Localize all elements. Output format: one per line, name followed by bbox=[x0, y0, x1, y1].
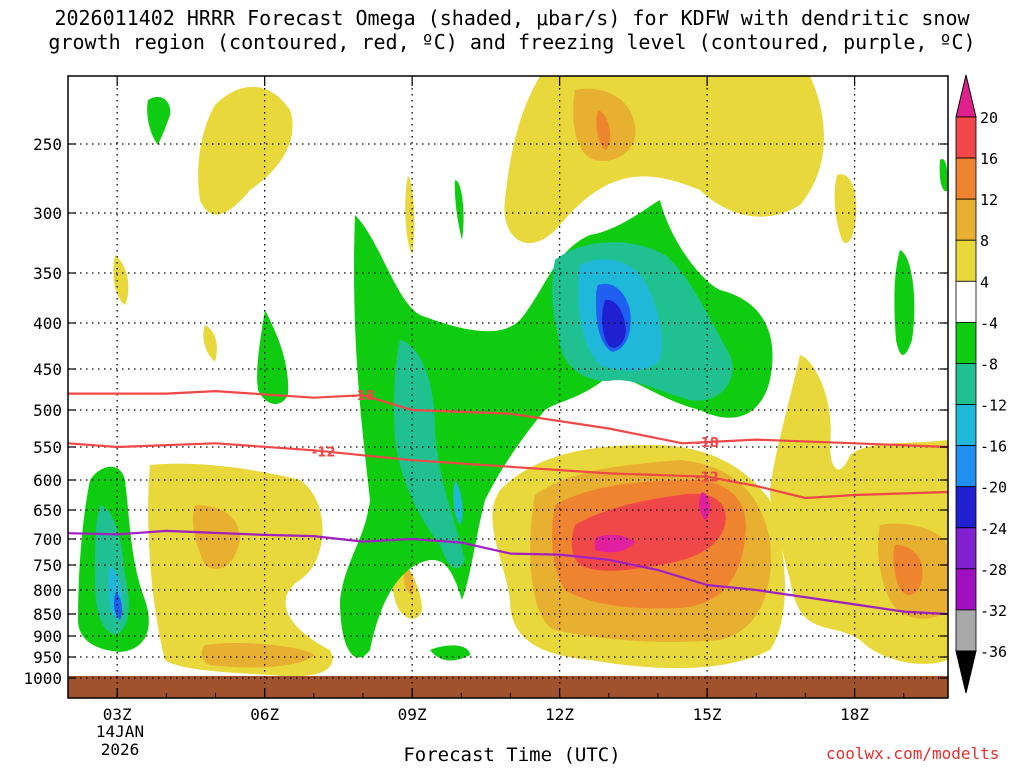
colorbar-segment bbox=[955, 321, 977, 364]
colorbar: 20 16 12 8 4 -4 -8 -12 -16 -20 -24 -28 -32 -36 bbox=[955, 74, 1007, 694]
colorbar-label: -4 bbox=[980, 314, 998, 332]
colorbar-label: -36 bbox=[980, 643, 1007, 661]
y-tick-label: 400 bbox=[33, 314, 62, 333]
x-date-line2: 2026 bbox=[100, 740, 140, 759]
x-tick-label: 12Z bbox=[545, 705, 574, 724]
y-tick-label: 350 bbox=[33, 264, 62, 283]
thin-green-top bbox=[454, 180, 464, 240]
small-yellow-right bbox=[834, 174, 857, 244]
colorbar-label: -16 bbox=[980, 438, 1007, 456]
far-right-green bbox=[939, 159, 948, 192]
y-tick-label: 650 bbox=[33, 501, 62, 520]
colorbar-label: 12 bbox=[980, 191, 998, 209]
y-axis: 250 300 350 400 450 500 550 600 650 700 750 800 850 9… bbox=[23, 135, 948, 688]
x-tick-label: 06Z bbox=[250, 705, 279, 724]
y-tick-label: 950 bbox=[33, 648, 62, 667]
colorbar-label: 20 bbox=[980, 109, 998, 127]
colorbar-label: -28 bbox=[980, 561, 1007, 579]
y-tick-label: 850 bbox=[33, 605, 62, 624]
y-tick-label: 300 bbox=[33, 204, 62, 223]
ground-surface bbox=[68, 676, 948, 698]
contour-line-2 bbox=[68, 529, 948, 616]
x-tick-label: 09Z bbox=[398, 705, 427, 724]
top-left-green bbox=[147, 96, 171, 145]
contours: -18 -18 -12 -12 bbox=[68, 389, 948, 616]
y-tick-label: 600 bbox=[33, 471, 62, 490]
colorbar-segment bbox=[955, 568, 977, 611]
left-blue bbox=[113, 592, 123, 620]
magenta-core-2 bbox=[699, 492, 710, 520]
colorbar-bottom-arrow bbox=[955, 650, 977, 694]
colorbar-segment bbox=[955, 404, 977, 447]
colorbar-label: 4 bbox=[980, 273, 989, 291]
central-teal bbox=[393, 340, 465, 569]
y-tick-label: 250 bbox=[33, 135, 62, 154]
y-tick-label: 500 bbox=[33, 401, 62, 420]
colorbar-segment bbox=[955, 486, 977, 529]
y-tick-label: 700 bbox=[33, 530, 62, 549]
grid bbox=[68, 76, 948, 698]
y-tick-label: 450 bbox=[33, 360, 62, 379]
plot-frame bbox=[67, 75, 949, 699]
contour-line-1 bbox=[68, 442, 948, 500]
colorbar-segment bbox=[955, 445, 977, 488]
y-tick-label: 1000 bbox=[23, 669, 62, 688]
chart-title-line2: growth region (contoured, red, ºC) and f… bbox=[48, 30, 976, 54]
upper-darkblue bbox=[602, 299, 626, 348]
right-green-tall bbox=[894, 250, 915, 355]
right-orange bbox=[893, 545, 923, 596]
x-tick-label: 18Z bbox=[840, 705, 869, 724]
contour-label: -18 bbox=[351, 389, 375, 404]
left-green-mid bbox=[257, 310, 289, 405]
colorbar-label: -32 bbox=[980, 602, 1007, 620]
x-tick-label: 03Z bbox=[103, 705, 132, 724]
colorbar-segment bbox=[955, 609, 977, 652]
x-date-line1: 14JAN bbox=[95, 722, 145, 741]
y-tick-label: 550 bbox=[33, 438, 62, 457]
thin-yellow bbox=[405, 175, 415, 255]
colorbar-segment bbox=[955, 527, 977, 570]
chart-title-line1: 2026011402 HRRR Forecast Omega (shaded, … bbox=[54, 6, 970, 30]
colorbar-label: 16 bbox=[980, 150, 998, 168]
y-tick-label: 750 bbox=[33, 556, 62, 575]
colorbar-label: -20 bbox=[980, 479, 1007, 497]
colorbar-segment bbox=[955, 157, 977, 200]
small-green-bottom bbox=[430, 645, 470, 661]
bottom-lightorange bbox=[201, 643, 315, 668]
colorbar-segment bbox=[955, 280, 977, 323]
left-lightorange bbox=[193, 505, 240, 569]
central-cyan bbox=[453, 480, 463, 525]
colorbar-top-arrow bbox=[955, 74, 977, 118]
colorbar-label: -12 bbox=[980, 397, 1007, 415]
y-tick-label: 900 bbox=[33, 627, 62, 646]
colorbar-segment bbox=[955, 198, 977, 241]
colorbar-label: -8 bbox=[980, 355, 998, 373]
magenta-core-1 bbox=[595, 534, 635, 553]
credit-text: coolwx.com/modelts bbox=[826, 744, 1000, 763]
colorbar-label: -24 bbox=[980, 520, 1007, 538]
tiny-yellow bbox=[113, 255, 129, 305]
colorbar-segment bbox=[955, 239, 977, 282]
tiny-lightorange bbox=[403, 565, 414, 595]
colorbar-segment bbox=[955, 116, 977, 159]
x-tick-label: 15Z bbox=[693, 705, 722, 724]
y-tick-label: 800 bbox=[33, 581, 62, 600]
x-axis: 03Z 06Z 09Z 12Z 15Z 18Z bbox=[67, 76, 905, 724]
contour-label: -18 bbox=[695, 436, 719, 451]
contour-label: -12 bbox=[695, 471, 719, 486]
contour-line-0 bbox=[68, 390, 948, 449]
colorbar-label: 8 bbox=[980, 232, 989, 250]
top-orange bbox=[596, 110, 611, 150]
contour-label: -12 bbox=[312, 445, 336, 460]
omega-shading bbox=[68, 76, 948, 698]
tiny-yellow-2 bbox=[203, 325, 217, 362]
colorbar-segment bbox=[955, 363, 977, 405]
upper-left-yellow bbox=[198, 86, 293, 215]
x-axis-label: Forecast Time (UTC) bbox=[403, 744, 621, 766]
